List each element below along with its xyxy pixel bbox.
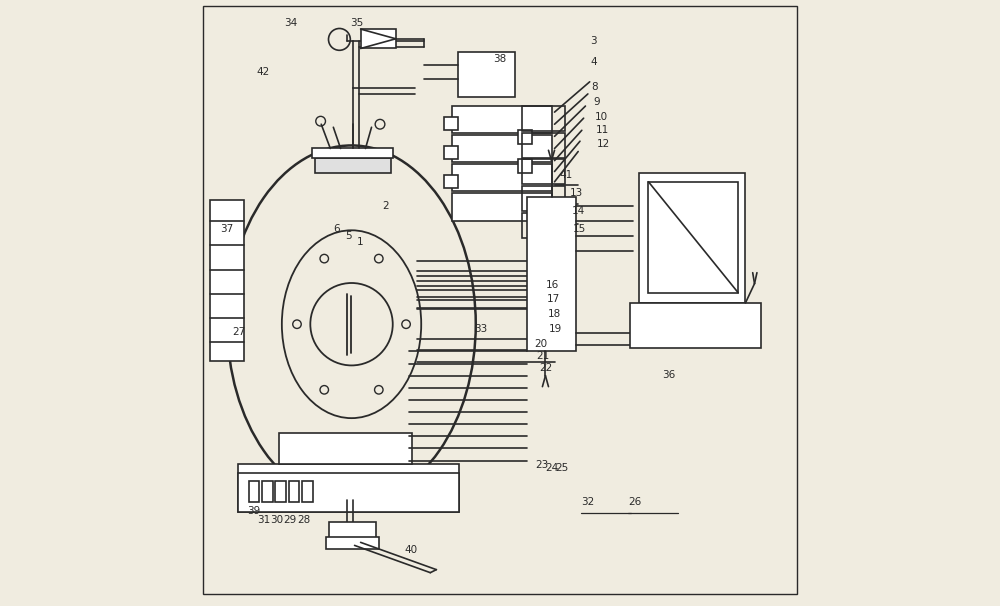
Text: 24: 24 (545, 464, 559, 473)
Text: 39: 39 (247, 506, 261, 516)
Text: 29: 29 (284, 515, 297, 525)
Text: 5: 5 (345, 231, 352, 241)
Text: 30: 30 (270, 515, 283, 525)
Text: 38: 38 (493, 55, 506, 64)
Text: 20: 20 (534, 339, 547, 349)
Text: 41: 41 (559, 170, 573, 179)
Text: 35: 35 (350, 18, 364, 28)
Text: 36: 36 (662, 370, 676, 379)
Text: 11: 11 (596, 125, 609, 135)
Bar (452, 164, 552, 191)
Text: 15: 15 (573, 224, 586, 234)
Bar (262, 481, 273, 502)
Bar (522, 186, 565, 211)
Bar (289, 481, 299, 502)
Bar (329, 522, 376, 538)
Text: 27: 27 (232, 327, 245, 337)
Bar (452, 193, 552, 221)
Text: 14: 14 (572, 206, 585, 216)
Bar (522, 106, 565, 131)
Bar (630, 303, 761, 348)
Text: 2: 2 (382, 201, 388, 211)
Text: 8: 8 (592, 82, 598, 92)
Text: 37: 37 (220, 224, 233, 234)
Text: 4: 4 (590, 58, 597, 67)
Bar (279, 433, 412, 464)
Text: 42: 42 (256, 67, 270, 76)
Text: 31: 31 (257, 515, 270, 525)
Text: 19: 19 (549, 324, 562, 334)
Bar (518, 159, 532, 173)
Bar (444, 146, 458, 159)
Text: 13: 13 (570, 188, 584, 198)
Bar (639, 173, 745, 303)
Bar (527, 197, 576, 351)
Text: 16: 16 (545, 280, 559, 290)
Bar (648, 182, 738, 293)
Bar (522, 159, 565, 184)
Text: 9: 9 (593, 97, 600, 107)
Bar (210, 200, 244, 361)
Bar (302, 481, 313, 502)
Bar (452, 106, 552, 133)
Text: 10: 10 (595, 112, 608, 122)
Text: 17: 17 (547, 294, 560, 304)
Bar (249, 481, 259, 502)
Text: 32: 32 (581, 497, 594, 507)
Text: 1: 1 (356, 238, 363, 247)
Bar (452, 135, 552, 162)
Bar (238, 464, 459, 512)
Text: 6: 6 (333, 224, 340, 234)
Bar (444, 117, 458, 130)
Text: 33: 33 (475, 324, 488, 334)
Text: 22: 22 (539, 364, 552, 373)
Text: 34: 34 (284, 18, 297, 28)
Text: 25: 25 (555, 464, 568, 473)
Bar (458, 52, 515, 97)
Bar (275, 481, 286, 502)
Text: 26: 26 (628, 497, 642, 507)
Bar (326, 537, 379, 549)
Text: 28: 28 (297, 515, 310, 525)
Bar (361, 29, 396, 48)
Bar (444, 175, 458, 188)
Bar (315, 158, 391, 173)
Text: 18: 18 (548, 309, 561, 319)
Text: 12: 12 (597, 139, 610, 149)
Text: 21: 21 (536, 351, 550, 361)
Bar (522, 213, 565, 238)
Bar (522, 133, 565, 158)
Text: 40: 40 (405, 545, 418, 555)
Bar (312, 148, 393, 158)
Bar (518, 130, 532, 144)
Bar (238, 473, 459, 512)
Text: 23: 23 (535, 461, 548, 470)
Text: 3: 3 (590, 36, 596, 45)
